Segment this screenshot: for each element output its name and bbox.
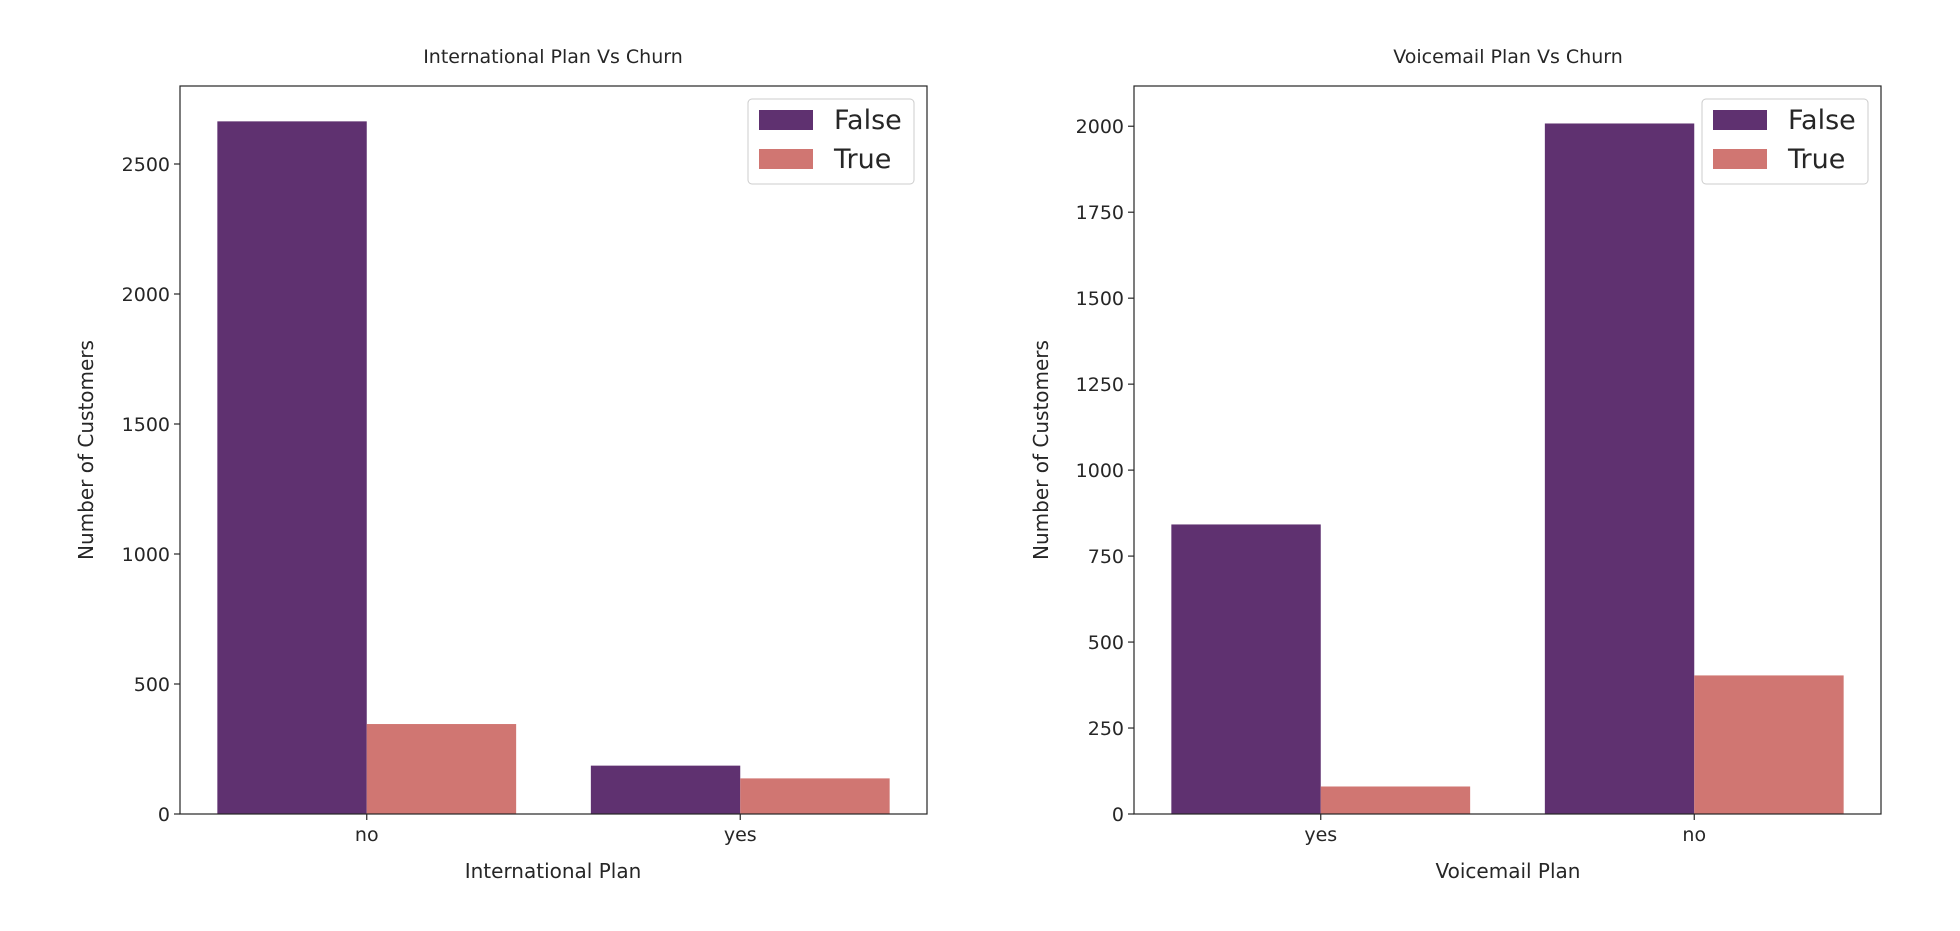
x-tick-label: yes [1304, 824, 1337, 846]
plot-frame [179, 85, 928, 815]
bar-yes-true [740, 778, 890, 814]
y-tick-label: 500 [1088, 632, 1124, 654]
bar-no-true [366, 724, 517, 814]
legend-swatch-true [1713, 149, 1767, 169]
legend-swatch-false [1713, 110, 1767, 130]
legend-label-false: False [834, 105, 902, 136]
y-axis-label: Number of Customers [74, 340, 98, 560]
x-axis-label: Voicemail Plan [1436, 859, 1581, 883]
y-axis-ticks: 0 500 1000 1500 2000 2500 [122, 154, 180, 826]
chart-international-plan: International Plan Vs Churn 0 500 1000 1500… [74, 46, 928, 883]
bar-yes-false [1171, 524, 1321, 814]
legend-label-true: True [1787, 144, 1845, 175]
bar-yes-true [1320, 786, 1471, 814]
y-tick-label: 2000 [1076, 116, 1124, 138]
chart-title: Voicemail Plan Vs Churn [1393, 46, 1623, 68]
y-tick-label: 750 [1088, 546, 1124, 568]
bar-no-false [217, 121, 367, 815]
x-tick-label: no [1682, 824, 1706, 846]
y-tick-label: 1750 [1076, 202, 1124, 224]
bar-no-false [1544, 123, 1695, 815]
plot-frame [1133, 85, 1882, 815]
y-tick-label: 2000 [122, 284, 170, 306]
y-axis-ticks: 0 250 500 750 1000 1250 1500 1750 2000 [1076, 116, 1134, 826]
bar-yes-false [590, 765, 741, 814]
y-tick-label: 250 [1088, 718, 1124, 740]
y-tick-label: 1500 [1076, 288, 1124, 310]
y-tick-label: 1250 [1076, 374, 1124, 396]
y-tick-label: 2500 [122, 154, 170, 176]
y-tick-label: 0 [158, 804, 170, 826]
bar-no-true [1694, 675, 1844, 814]
bar-group [1171, 123, 1844, 815]
legend: False True [1701, 98, 1869, 185]
x-axis-ticks: yes no [1304, 814, 1706, 846]
x-tick-label: yes [724, 824, 757, 846]
y-tick-label: 1000 [122, 544, 170, 566]
y-tick-label: 500 [134, 674, 170, 696]
legend-label-true: True [833, 144, 891, 175]
legend-swatch-false [759, 110, 813, 130]
x-tick-label: no [355, 824, 379, 846]
y-tick-label: 1000 [1076, 460, 1124, 482]
y-axis-label: Number of Customers [1029, 340, 1053, 560]
legend-swatch-true [759, 149, 813, 169]
chart-voicemail-plan: Voicemail Plan Vs Churn 0 250 500 750 1000 12… [1029, 46, 1882, 883]
legend-label-false: False [1788, 105, 1856, 136]
y-tick-label: 1500 [122, 414, 170, 436]
x-axis-ticks: no yes [355, 814, 757, 846]
y-tick-label: 0 [1112, 804, 1124, 826]
bar-group [217, 121, 890, 815]
legend: False True [747, 98, 915, 185]
chart-title: International Plan Vs Churn [423, 46, 683, 68]
x-axis-label: International Plan [465, 859, 642, 883]
